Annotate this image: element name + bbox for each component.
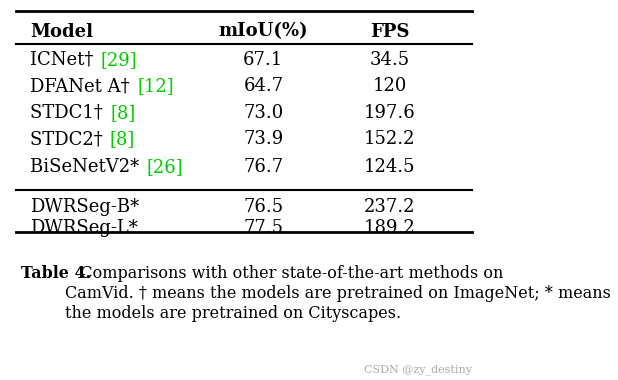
Text: 73.9: 73.9 (243, 130, 284, 148)
Text: DWRSeg-L*: DWRSeg-L* (30, 219, 138, 237)
Text: 237.2: 237.2 (364, 198, 415, 216)
Text: STDC1†: STDC1† (30, 104, 109, 122)
Text: FPS: FPS (370, 22, 409, 41)
Text: [8]: [8] (110, 104, 135, 122)
Text: [29]: [29] (101, 51, 137, 69)
Text: [12]: [12] (137, 77, 174, 95)
Text: 34.5: 34.5 (370, 51, 410, 69)
Text: BiSeNetV2*: BiSeNetV2* (30, 158, 145, 176)
Text: 77.5: 77.5 (243, 219, 283, 237)
Text: 64.7: 64.7 (243, 77, 284, 95)
Text: 189.2: 189.2 (363, 219, 415, 237)
Text: 73.0: 73.0 (243, 104, 284, 122)
Text: 76.5: 76.5 (243, 198, 284, 216)
Text: 76.7: 76.7 (243, 158, 284, 176)
Text: mIoU(%): mIoU(%) (219, 22, 308, 41)
Text: CSDN @zy_destiny: CSDN @zy_destiny (364, 364, 472, 375)
Text: Table 4.: Table 4. (21, 266, 91, 282)
Text: Comparisons with other state-of-the-art methods on
CamVid. † means the models ar: Comparisons with other state-of-the-art … (66, 266, 611, 321)
Text: DWRSeg-B*: DWRSeg-B* (30, 198, 140, 216)
Text: [8]: [8] (110, 130, 135, 148)
Text: STDC2†: STDC2† (30, 130, 109, 148)
Text: 124.5: 124.5 (364, 158, 415, 176)
Text: 120: 120 (372, 77, 407, 95)
Text: 197.6: 197.6 (363, 104, 415, 122)
Text: [26]: [26] (147, 158, 184, 176)
Text: Model: Model (30, 22, 93, 41)
Text: 152.2: 152.2 (364, 130, 415, 148)
Text: 67.1: 67.1 (243, 51, 284, 69)
Text: DFANet A†: DFANet A† (30, 77, 136, 95)
Text: ICNet†: ICNet† (30, 51, 99, 69)
